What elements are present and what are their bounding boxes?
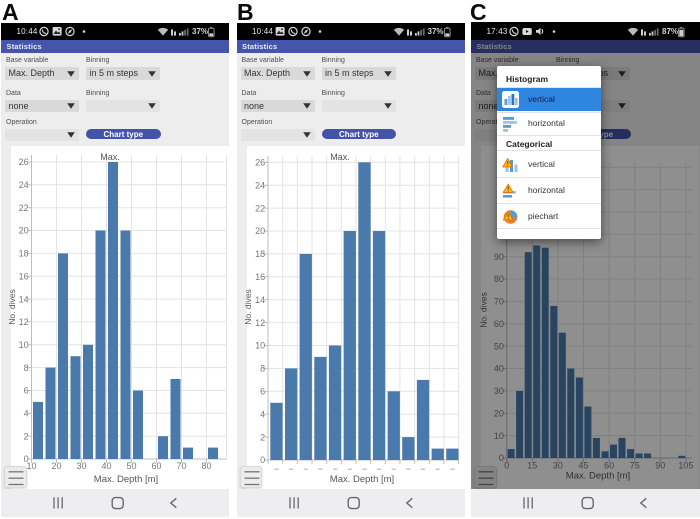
svg-text:0: 0	[24, 454, 29, 464]
svg-text:40: 40	[494, 364, 504, 374]
svg-text:12: 12	[19, 317, 29, 327]
svg-text:80: 80	[494, 274, 504, 284]
svg-text:18: 18	[255, 249, 265, 259]
svg-text:10: 10	[494, 431, 504, 441]
svg-text:2: 2	[24, 431, 29, 441]
svg-text:0: 0	[499, 453, 504, 463]
svg-text:6: 6	[24, 386, 29, 396]
svg-text:14: 14	[19, 294, 29, 304]
svg-text:No. dives: No. dives	[7, 289, 17, 324]
svg-text:12: 12	[255, 318, 265, 328]
svg-text:No. dives: No. dives	[243, 289, 253, 324]
svg-text:22: 22	[19, 203, 29, 213]
svg-text:50: 50	[494, 341, 504, 351]
svg-text:16: 16	[19, 271, 29, 281]
svg-text:75: 75	[630, 461, 640, 471]
svg-text:10: 10	[255, 341, 265, 351]
svg-text:24: 24	[19, 180, 29, 190]
svg-text:60: 60	[494, 319, 504, 329]
svg-text:10: 10	[26, 461, 36, 471]
svg-text:105: 105	[678, 461, 693, 471]
svg-text:2: 2	[260, 432, 265, 442]
svg-text:18: 18	[19, 249, 29, 259]
svg-text:40: 40	[101, 461, 111, 471]
svg-text:70: 70	[494, 297, 504, 307]
svg-text:8: 8	[24, 363, 29, 373]
svg-text:26: 26	[19, 157, 29, 167]
svg-text:15: 15	[527, 461, 537, 471]
svg-text:90: 90	[655, 461, 665, 471]
svg-text:20: 20	[51, 461, 61, 471]
svg-text:8: 8	[260, 364, 265, 374]
svg-text:14: 14	[255, 295, 265, 305]
svg-text:Max.: Max.	[100, 152, 120, 162]
svg-text:26: 26	[255, 158, 265, 168]
svg-text:24: 24	[255, 180, 265, 190]
svg-text:6: 6	[260, 387, 265, 397]
svg-text:45: 45	[578, 461, 588, 471]
svg-text:0: 0	[260, 455, 265, 465]
svg-text:Max. Depth [m]: Max. Depth [m]	[94, 474, 158, 485]
svg-text:30: 30	[494, 386, 504, 396]
svg-text:4: 4	[24, 409, 29, 419]
svg-text:No. dives: No. dives	[479, 292, 489, 327]
svg-text:16: 16	[255, 272, 265, 282]
svg-text:20: 20	[19, 226, 29, 236]
svg-text:20: 20	[255, 226, 265, 236]
svg-text:60: 60	[151, 461, 161, 471]
svg-text:80: 80	[201, 461, 211, 471]
svg-text:Max. Depth [m]: Max. Depth [m]	[566, 471, 630, 482]
svg-text:90: 90	[494, 252, 504, 262]
svg-text:60: 60	[604, 461, 614, 471]
svg-text:4: 4	[260, 409, 265, 419]
svg-text:50: 50	[126, 461, 136, 471]
svg-text:30: 30	[76, 461, 86, 471]
svg-text:Max.: Max.	[330, 152, 350, 162]
svg-text:70: 70	[176, 461, 186, 471]
svg-text:22: 22	[255, 203, 265, 213]
svg-text:10: 10	[19, 340, 29, 350]
svg-text:0: 0	[504, 461, 509, 471]
svg-text:Max. Depth [m]: Max. Depth [m]	[329, 474, 393, 485]
svg-text:20: 20	[494, 408, 504, 418]
svg-text:30: 30	[553, 461, 563, 471]
